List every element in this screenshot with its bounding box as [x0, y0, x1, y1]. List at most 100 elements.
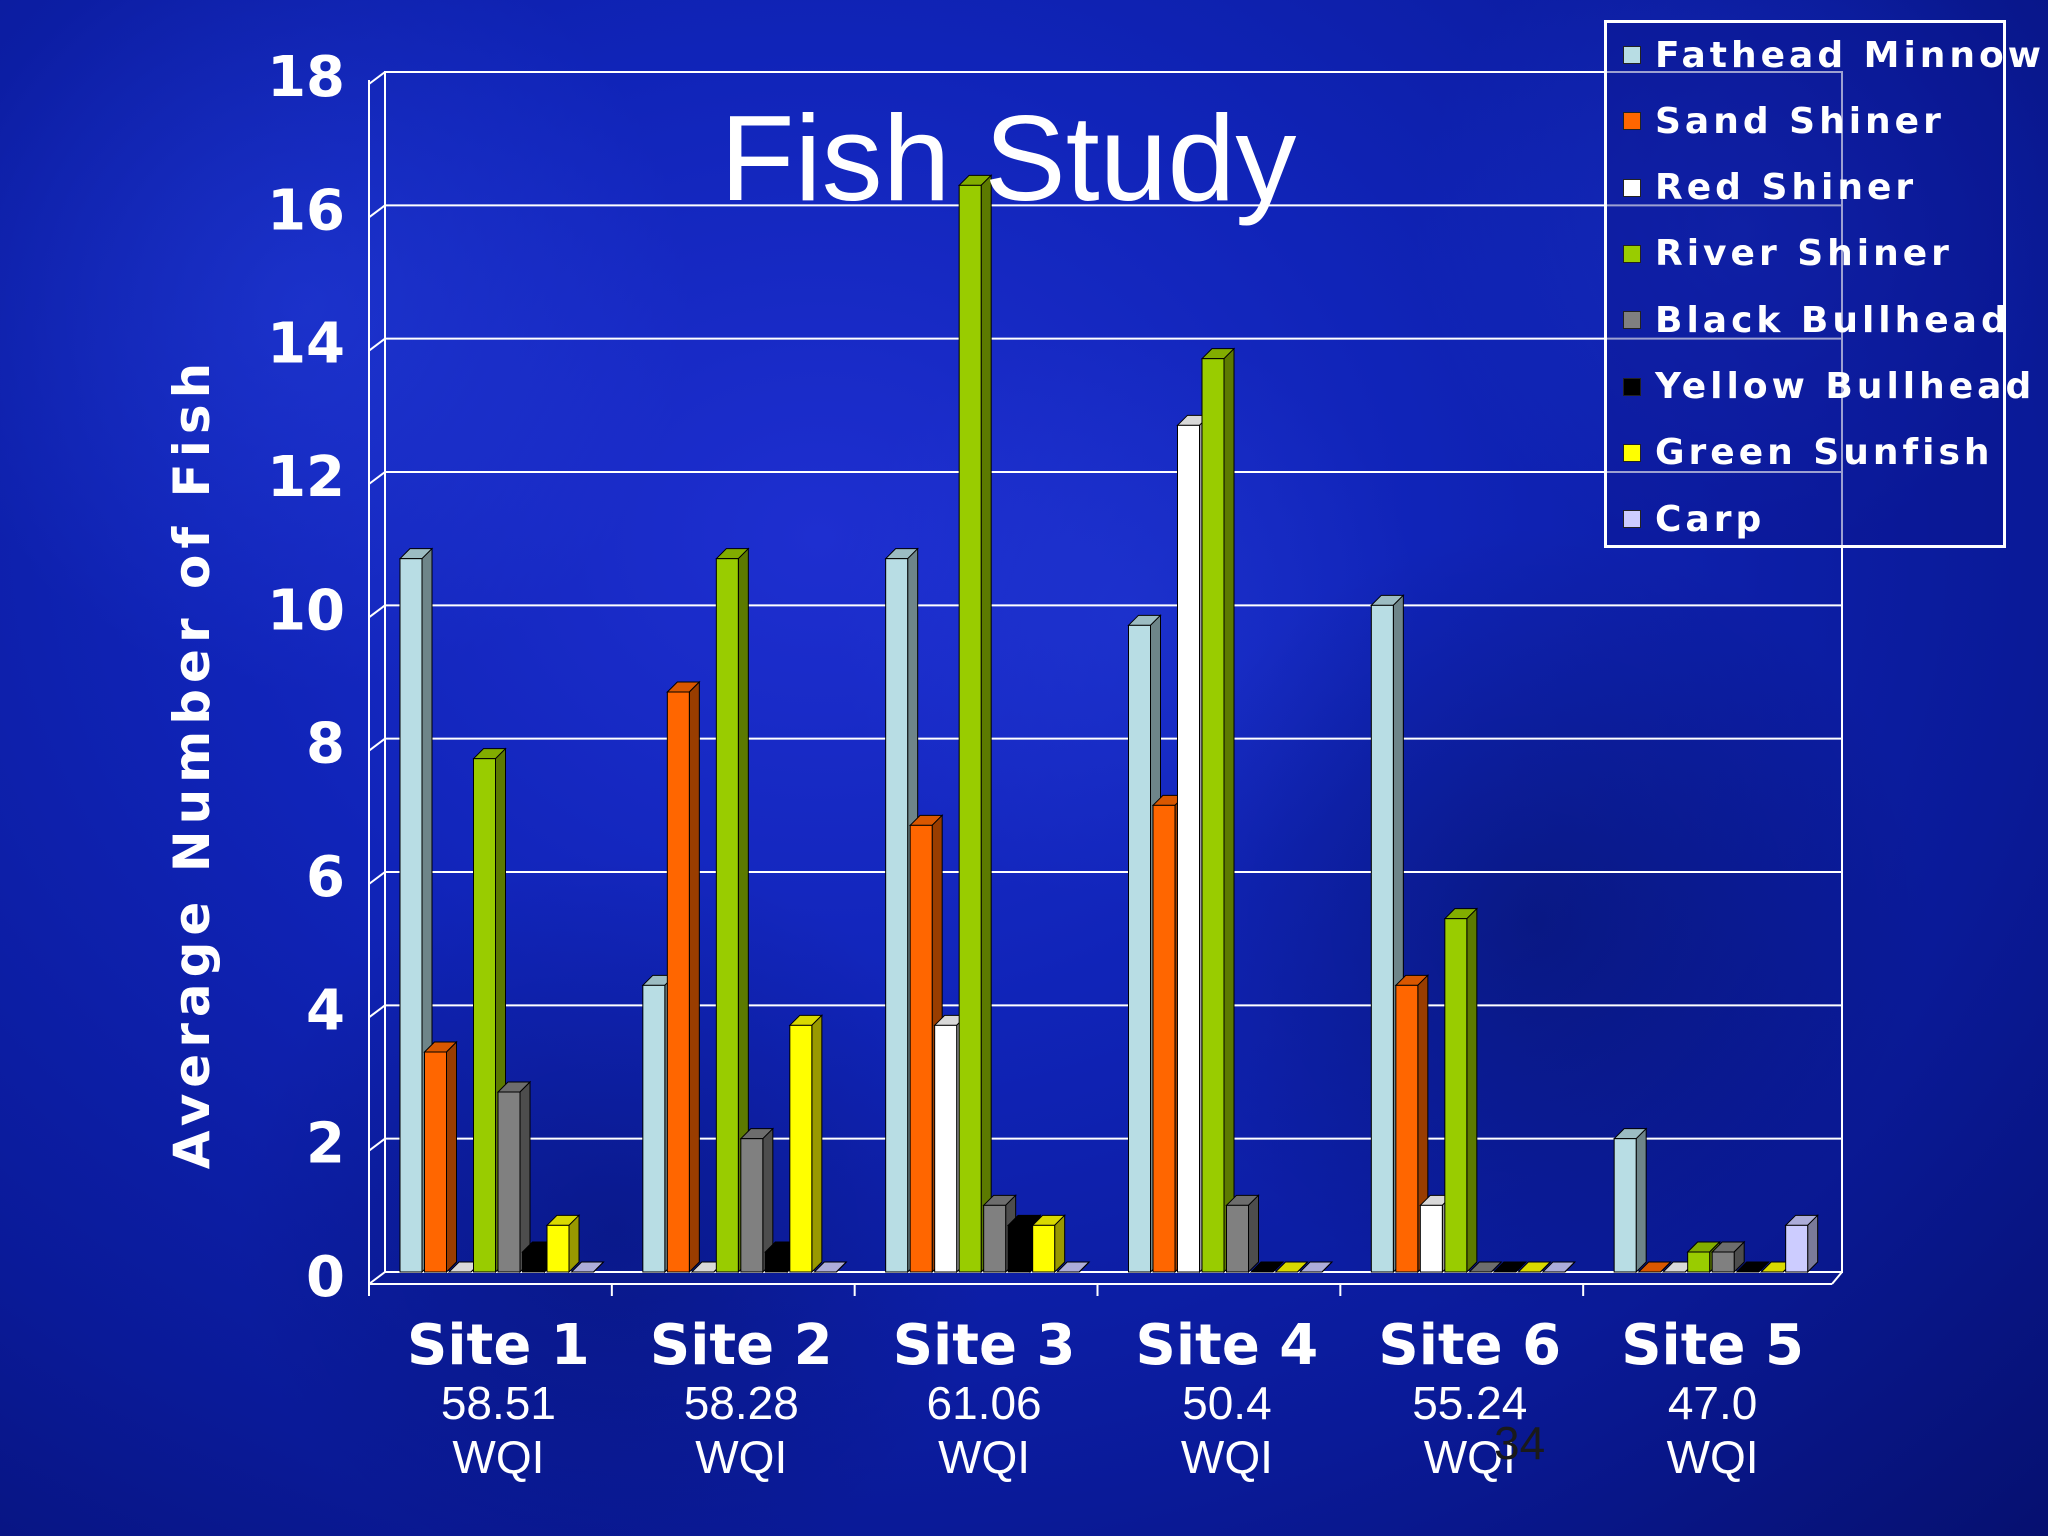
bar-front — [1613, 1138, 1637, 1273]
bar — [1492, 1261, 1528, 1273]
bar — [1394, 974, 1430, 1274]
bar-side — [1248, 1194, 1259, 1274]
bar-front — [789, 1024, 813, 1273]
bar-front — [740, 1138, 764, 1273]
bar-side — [1564, 1261, 1576, 1273]
legend-label: Carp — [1655, 498, 1766, 540]
y-tick-label: 12 — [267, 445, 345, 510]
chart-title: Fish Study — [720, 90, 1297, 226]
bar — [715, 547, 750, 1274]
bar-side — [1539, 1261, 1551, 1273]
legend-swatch — [1623, 377, 1641, 396]
bar — [570, 1261, 605, 1273]
legend-label: Yellow Bullhead — [1655, 366, 2036, 407]
legend-label: Green Sunfish — [1655, 432, 1994, 474]
gridline-depth — [368, 737, 386, 752]
legend-label: Red Shiner — [1655, 167, 1918, 209]
bar-front — [934, 1024, 958, 1273]
bar-front — [666, 691, 690, 1273]
bar-front — [1370, 604, 1394, 1273]
bar-side — [1272, 1261, 1284, 1273]
bar-front — [1007, 1224, 1031, 1273]
bar-side — [1635, 1127, 1647, 1274]
gridlines — [368, 71, 1843, 1285]
y-tick-label: 10 — [267, 578, 345, 643]
bar-side — [593, 1261, 604, 1273]
bar-front — [497, 1091, 521, 1273]
bar-side — [568, 1214, 580, 1274]
bar-front — [1444, 918, 1468, 1273]
wqi-label: WQI — [1666, 1431, 1759, 1483]
wqi-label: WQI — [1180, 1431, 1273, 1483]
wqi-value: 47.0 — [1667, 1377, 1758, 1429]
y-tick-label: 8 — [306, 712, 345, 777]
legend-swatch — [1623, 244, 1641, 263]
bar — [1274, 1261, 1309, 1273]
y-tick-label: 16 — [267, 178, 345, 243]
site-label-block: Site 6 55.24 WQI — [1350, 1316, 1590, 1484]
wqi-value: 58.51 — [440, 1377, 556, 1429]
site-label-block: Site 3 61.06 WQI — [864, 1316, 1104, 1484]
bar-front — [764, 1251, 788, 1273]
bar-front — [1395, 984, 1419, 1273]
bar — [1249, 1261, 1285, 1273]
bar-front — [1152, 804, 1176, 1273]
y-tick-label: 2 — [306, 1112, 345, 1177]
x-tick-label: Site 4 — [1135, 1313, 1319, 1378]
legend-label: Black Bullhead — [1655, 299, 2011, 341]
bar-side — [1660, 1261, 1672, 1273]
legend-swatch — [1623, 443, 1641, 462]
bar-front — [424, 1051, 447, 1273]
bar-front — [715, 558, 739, 1273]
gridline-depth — [368, 337, 386, 352]
bars — [398, 174, 1819, 1274]
y-tick-label: 18 — [267, 45, 345, 110]
y-axis-label: Average Number of Fish — [163, 356, 221, 1170]
bar-side — [688, 680, 700, 1274]
bar — [1612, 1127, 1648, 1274]
x-tick-label: Site 1 — [407, 1313, 590, 1378]
legend-swatch — [1623, 510, 1641, 529]
y-tick-label: 14 — [267, 312, 345, 377]
wqi-value: 58.28 — [683, 1377, 799, 1429]
bar-front — [473, 758, 496, 1273]
x-tick-label: Site 5 — [1621, 1313, 1804, 1378]
bar — [1031, 1214, 1066, 1274]
legend-item: Carp — [1623, 498, 1766, 540]
legend-item: Red Shiner — [1623, 167, 1918, 209]
x-tick-label: Site 2 — [649, 1313, 833, 1378]
site-label-block: Site 5 47.0 WQI — [1593, 1316, 1833, 1484]
bar — [813, 1261, 848, 1273]
bar-side — [1321, 1261, 1333, 1273]
gridline-depth — [368, 204, 386, 219]
bar-side — [1297, 1261, 1308, 1273]
bar — [1710, 1240, 1746, 1274]
y-tick-label: 0 — [306, 1245, 345, 1310]
wqi-label: WQI — [1423, 1431, 1516, 1483]
x-axis-depth — [1831, 1271, 1843, 1285]
page-number: 34 — [1494, 1417, 1546, 1469]
bar-front — [546, 1224, 570, 1273]
bar — [666, 680, 701, 1274]
wqi-value: 55.24 — [1412, 1377, 1528, 1429]
legend-label: River Shiner — [1655, 233, 1953, 275]
bar-side — [811, 1014, 823, 1274]
bar — [1735, 1261, 1770, 1273]
bar-front — [1177, 424, 1200, 1273]
bar — [1298, 1261, 1334, 1273]
bar-side — [1078, 1261, 1090, 1273]
bar-front — [909, 824, 933, 1273]
gridline-depth — [368, 1271, 386, 1285]
x-tick-label: Site 3 — [892, 1313, 1076, 1378]
bar-side — [446, 1040, 457, 1274]
legend-label: Fathead Minnow — [1655, 34, 2046, 76]
bar-side — [835, 1261, 847, 1273]
bar-front — [1687, 1251, 1711, 1273]
legend-swatch — [1623, 311, 1641, 330]
bar — [957, 174, 993, 1274]
legend-item: Fathead Minnow — [1623, 34, 2046, 76]
gridline-depth — [368, 871, 386, 885]
legend: Fathead Minnow Sand Shiner Red Shiner River… — [1604, 20, 2041, 548]
bar-side — [1490, 1261, 1502, 1273]
